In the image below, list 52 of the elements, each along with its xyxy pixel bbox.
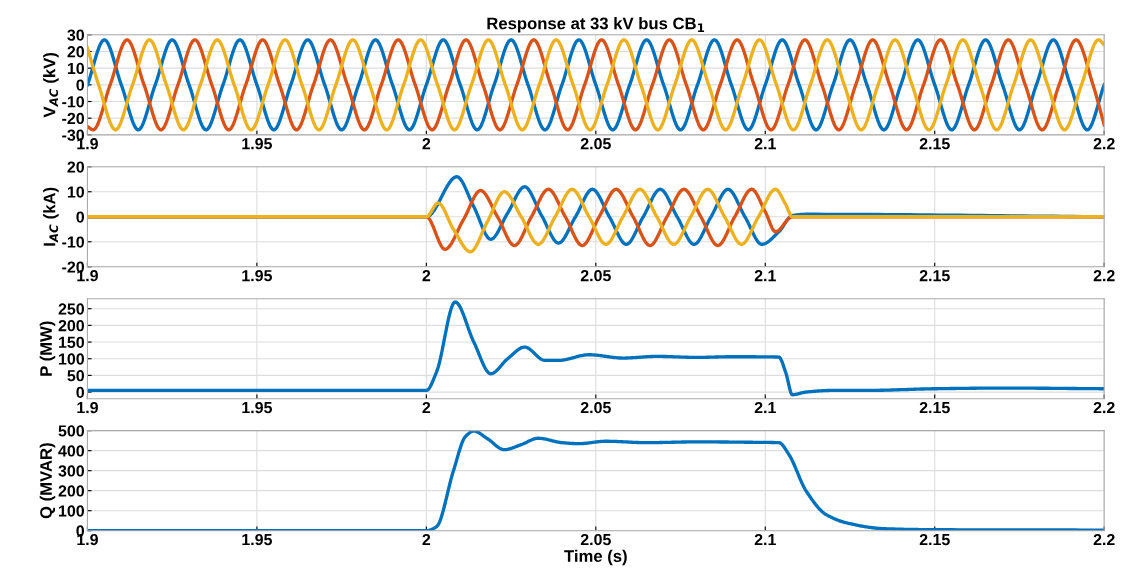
x-tick-label: 2.05 bbox=[580, 138, 611, 150]
y-tick-label: 20 bbox=[67, 161, 85, 173]
y-tick-label: 10 bbox=[67, 62, 85, 75]
y-axis-title: V$_{AC}$ (kV) bbox=[43, 52, 59, 118]
y-axis-title: I$_{AC}$ (kA) bbox=[43, 187, 59, 246]
y-tick-label: 30 bbox=[67, 29, 85, 41]
x-tick-label: 1.95 bbox=[242, 270, 272, 282]
y-tick-label: 200 bbox=[58, 485, 85, 497]
y-tick-label: 10 bbox=[67, 186, 85, 198]
x-tick-label: 2 bbox=[422, 533, 431, 546]
x-tick-label: 2.1 bbox=[754, 533, 776, 546]
y-tick-label: 100 bbox=[59, 353, 85, 365]
chart-title: Response at 33 kV bus CB$_{1}$ bbox=[487, 17, 705, 33]
y-tick-label: 400 bbox=[58, 445, 85, 457]
x-tick-label: 2.1 bbox=[754, 270, 776, 282]
x-tick-label: 2.15 bbox=[919, 270, 950, 282]
x-tick-label: 2 bbox=[422, 138, 431, 150]
x-tick-label: 2 bbox=[422, 401, 431, 414]
x-tick-label: 2.15 bbox=[919, 533, 950, 546]
y-axis-title: P (MW) bbox=[39, 321, 56, 376]
x-tick-label: 2.2 bbox=[1093, 401, 1115, 414]
y-tick-label: 0 bbox=[76, 79, 85, 91]
x-tick-label: 2.05 bbox=[580, 270, 611, 282]
x-tick-label: 1.95 bbox=[242, 138, 272, 150]
x-tick-label: 2.2 bbox=[1093, 533, 1115, 546]
y-tick-label: -20 bbox=[62, 112, 85, 125]
x-tick-label: 2.05 bbox=[580, 401, 611, 414]
x-tick-label: 2.1 bbox=[754, 401, 776, 414]
y-tick-label: -10 bbox=[62, 96, 85, 108]
y-tick-label: 150 bbox=[59, 336, 85, 348]
x-tick-label: 1.95 bbox=[242, 533, 272, 546]
x-tick-label: 2.2 bbox=[1093, 270, 1115, 282]
y-tick-label: 500 bbox=[58, 425, 85, 437]
x-tick-label: 1.95 bbox=[242, 401, 272, 414]
x-tick-label: 2.05 bbox=[580, 533, 611, 546]
x-tick-label: 2.15 bbox=[919, 401, 950, 414]
x-axis-title: Time (s) bbox=[564, 549, 627, 566]
x-tick-label: 2.15 bbox=[919, 138, 950, 150]
x-tick-label: 2.2 bbox=[1093, 138, 1115, 150]
x-tick-label: 2.1 bbox=[754, 138, 776, 150]
y-tick-label: 20 bbox=[67, 46, 85, 58]
y-tick-label: 50 bbox=[67, 370, 85, 382]
y-tick-label: 250 bbox=[58, 303, 85, 315]
y-tick-label: 300 bbox=[58, 465, 85, 477]
y-tick-label: 100 bbox=[59, 505, 85, 517]
y-axis-title: Q (MVAR) bbox=[39, 443, 56, 519]
y-tick-label: 0 bbox=[76, 386, 85, 399]
x-tick-label: 2 bbox=[422, 270, 431, 282]
x-tick-label: 1.9 bbox=[77, 401, 98, 414]
y-tick-label: 200 bbox=[58, 320, 85, 332]
y-tick-label: 0 bbox=[76, 211, 85, 223]
y-tick-label: -10 bbox=[62, 236, 85, 248]
